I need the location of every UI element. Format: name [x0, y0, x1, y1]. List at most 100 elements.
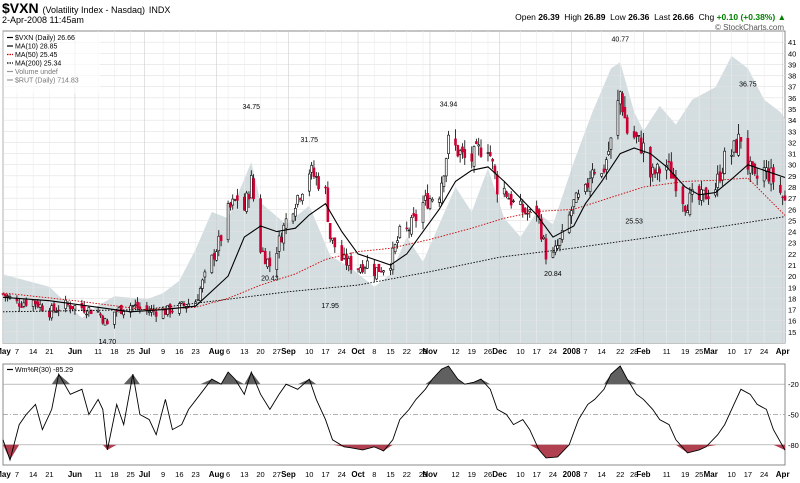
candle-body — [651, 166, 655, 175]
candle-body — [375, 267, 378, 280]
candle-body — [68, 305, 72, 310]
candle-body — [347, 258, 351, 266]
osc-x-tick-label: Dec — [492, 470, 507, 479]
candle-body — [198, 288, 202, 302]
osc-x-tick-label: 17 — [533, 470, 541, 479]
candle-body — [106, 320, 109, 325]
candle-body — [653, 169, 657, 175]
candle-body — [171, 310, 174, 313]
candle-body — [753, 163, 757, 174]
candle-body — [277, 235, 281, 252]
candle-body — [486, 152, 490, 154]
candle-body — [252, 178, 255, 200]
candle-body — [243, 196, 246, 211]
price-x-tick-label: 25 — [126, 347, 134, 356]
price-y-tick-label: 18 — [788, 294, 796, 303]
price-x-tick-label: 26 — [484, 347, 492, 356]
price-y-tick-label: 33 — [788, 127, 796, 136]
candle-body — [618, 91, 622, 105]
price-y-tick-label: 25 — [788, 216, 796, 225]
candle-body — [34, 300, 37, 305]
candle-body — [456, 145, 460, 157]
osc-x-tick-label: 7 — [583, 470, 587, 479]
quote-bar: Open 26.39 High 26.89 Low 26.36 Last 26.… — [515, 12, 786, 22]
candle-body — [317, 176, 320, 190]
candle-body — [345, 254, 348, 266]
price-annotation: 31.75 — [301, 137, 319, 144]
price-x-tick-label: 10 — [727, 347, 735, 356]
candle-body — [605, 159, 608, 171]
osc-x-tick-label: 20 — [256, 470, 264, 479]
osc-y-tick-label: -50 — [788, 411, 799, 420]
price-annotation: 36.75 — [739, 82, 757, 89]
price-x-tick-label: Oct — [351, 347, 365, 356]
candle-body — [282, 224, 286, 244]
candle-body — [247, 194, 251, 200]
price-x-tick-label: Sep — [281, 347, 296, 356]
candle-body — [739, 137, 743, 142]
candle-body — [219, 235, 223, 241]
candle-body — [280, 237, 283, 243]
price-annotation: 25.53 — [625, 219, 643, 226]
candle-body — [491, 158, 494, 162]
candle-body — [377, 263, 381, 273]
candle-body — [783, 195, 787, 201]
low-value: 26.36 — [628, 12, 650, 22]
candle-body — [215, 251, 218, 261]
candle-body — [4, 293, 7, 297]
osc-x-tick-label: 24 — [760, 470, 768, 479]
price-x-tick-label: 6 — [226, 347, 230, 356]
candle-body — [551, 251, 555, 258]
watermark: © StockCharts.com — [715, 23, 784, 32]
price-y-tick-label: 22 — [788, 250, 796, 259]
candle-body — [746, 137, 750, 170]
osc-x-tick-label: 11 — [663, 470, 671, 479]
symbol: $VXN — [2, 0, 39, 16]
candle-body — [461, 146, 464, 153]
price-panel: 15 16 17 18 19 20 21 22 23 24 25 26 27 28 29 30 31 32 33 34… — [0, 30, 796, 356]
high-value: 26.89 — [584, 12, 606, 22]
candle-body — [41, 305, 44, 312]
candle-body — [730, 154, 733, 157]
candle-body — [291, 213, 295, 222]
candle-body — [609, 137, 613, 150]
candle-body — [405, 227, 409, 230]
chg-value: +0.10 (+0.38%) — [716, 12, 776, 22]
candle-body — [479, 147, 483, 157]
price-x-tick-label: 7 — [15, 347, 19, 356]
candle-body — [301, 193, 304, 202]
last-value: 26.66 — [672, 12, 694, 22]
candle-body — [444, 158, 448, 177]
osc-x-tick-label: Oct — [351, 470, 365, 479]
price-x-tick-label: 28 — [630, 347, 638, 356]
osc-x-tick-label: 10 — [727, 470, 735, 479]
price-annotation: 34.94 — [440, 102, 458, 109]
price-y-tick-label: 29 — [788, 172, 796, 181]
chart-datetime: 2-Apr-2008 11:45am — [2, 15, 84, 25]
candle-body — [308, 173, 311, 192]
candle-body — [447, 134, 450, 154]
price-x-tick-label: Dec — [492, 347, 507, 356]
price-annotation: 34.75 — [243, 104, 261, 111]
williams-r-panel: May Jun Jul Aug Sep Oct Nov Dec 2008 Feb Mar Apr 7 14… — [0, 363, 799, 479]
candle-body — [24, 299, 28, 306]
candle-body — [718, 171, 722, 182]
osc-y-tick-label: -80 — [788, 441, 799, 450]
price-x-tick-label: 19 — [681, 347, 689, 356]
candle-body — [616, 100, 620, 136]
price-y-tick-label: 40 — [788, 49, 796, 58]
candle-body — [779, 184, 782, 193]
price-legend-item: MA(200) 25.34 — [15, 61, 61, 68]
candle-body — [521, 204, 525, 213]
candle-body — [591, 169, 594, 179]
candle-body — [1, 293, 5, 295]
candle-body — [82, 305, 86, 313]
osc-x-tick-label: Nov — [422, 470, 438, 479]
osc-x-tick-label: 29 — [419, 470, 427, 479]
candle-body — [414, 214, 418, 222]
price-y-tick-label: 21 — [788, 261, 796, 270]
candle-body — [203, 271, 207, 278]
price-x-tick-label: 24 — [549, 347, 557, 356]
candle-body — [421, 202, 425, 223]
candle-body — [723, 150, 726, 174]
